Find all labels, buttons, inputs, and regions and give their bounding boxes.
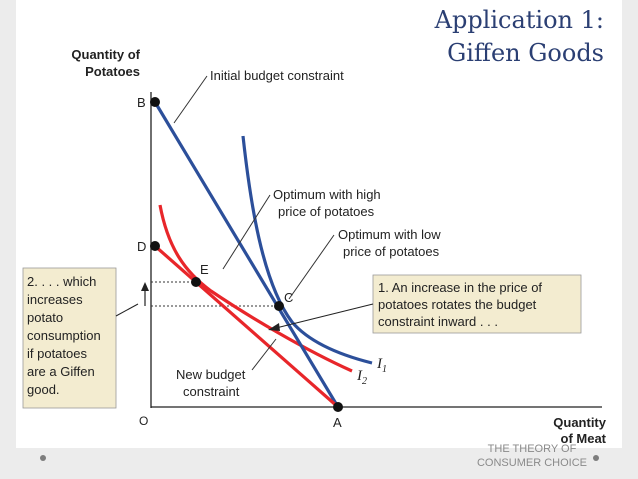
callout-left-line-5: if potatoes	[27, 346, 87, 361]
indifference-curve-i2	[158, 204, 353, 373]
point-a	[333, 402, 343, 412]
callout-left-box	[22, 267, 117, 409]
origin-label: O	[139, 414, 148, 428]
point-d	[150, 241, 160, 251]
x-axis-title-line-2: of Meat	[561, 431, 607, 446]
curve-label-i2: I2	[356, 368, 367, 387]
footer-dot-right	[593, 455, 599, 461]
optimum-high-leader	[222, 194, 271, 270]
callout-right-line-1: 1. An increase in the price of	[378, 280, 542, 295]
point-b	[150, 97, 160, 107]
optimum-low-leader	[288, 234, 335, 300]
initial-budget-annotation: Initial budget constraint	[210, 68, 344, 83]
callout-right-line-3: constraint inward . . .	[378, 314, 498, 329]
footer-line-1: THE THEORY OF	[487, 443, 577, 455]
indifference-curve-i1	[241, 135, 373, 365]
slide-title: Application 1: Giffen Goods	[344, 4, 604, 70]
optimum-low-annotation-line-2: price of potatoes	[343, 244, 440, 259]
callout-right-text: 1. An increase in the price of potatoes …	[378, 280, 542, 329]
slide-footer: THE THEORY OF CONSUMER CHOICE	[470, 442, 594, 470]
callout-right-arrow-shaft	[275, 303, 374, 329]
new-budget-leader	[251, 338, 277, 371]
x-axis-title-line-1: Quantity	[553, 415, 606, 430]
optimum-low-annotation-line-1: Optimum with low	[338, 227, 441, 242]
point-e-label: E	[200, 262, 209, 277]
point-d-label: D	[137, 239, 146, 254]
callout-right-arrowhead	[268, 323, 280, 331]
new-budget-line	[153, 244, 340, 409]
point-b-label: B	[137, 95, 146, 110]
point-c	[274, 301, 284, 311]
footer-dot-left	[40, 455, 46, 461]
optimum-high-annotation-line-2: price of potatoes	[278, 204, 375, 219]
potato-increase-arrowhead	[141, 282, 149, 291]
callout-left-text: 2. . . . which increases potato consumpt…	[27, 274, 101, 397]
initial-budget-line	[153, 101, 340, 408]
y-axis-title-line-2: Potatoes	[85, 64, 140, 79]
point-c-label: C	[284, 290, 293, 305]
callout-left-leader	[115, 303, 139, 317]
callout-left-line-7: good.	[27, 382, 60, 397]
curve-label-i1: I1	[376, 356, 387, 375]
new-budget-annotation-line-2: constraint	[183, 384, 240, 399]
point-a-label: A	[333, 415, 342, 430]
callout-left-line-2: increases	[27, 292, 83, 307]
callout-left-line-6: are a Giffen	[27, 364, 95, 379]
callout-left-line-4: consumption	[27, 328, 101, 343]
optimum-high-annotation-line-1: Optimum with high	[273, 187, 381, 202]
new-budget-annotation-line-1: New budget	[176, 367, 246, 382]
callout-left-line-3: potato	[27, 310, 63, 325]
footer-line-2: CONSUMER CHOICE	[476, 457, 587, 469]
y-axis-title-line-1: Quantity of	[71, 47, 140, 62]
callout-right-box	[372, 274, 582, 334]
initial-budget-leader	[173, 75, 208, 124]
callout-right-line-2: potatoes rotates the budget	[378, 297, 537, 312]
title-line-2: Giffen Goods	[447, 39, 604, 67]
callout-left-line-1: 2. . . . which	[27, 274, 96, 289]
point-e	[191, 277, 201, 287]
title-line-1: Application 1:	[434, 6, 604, 34]
